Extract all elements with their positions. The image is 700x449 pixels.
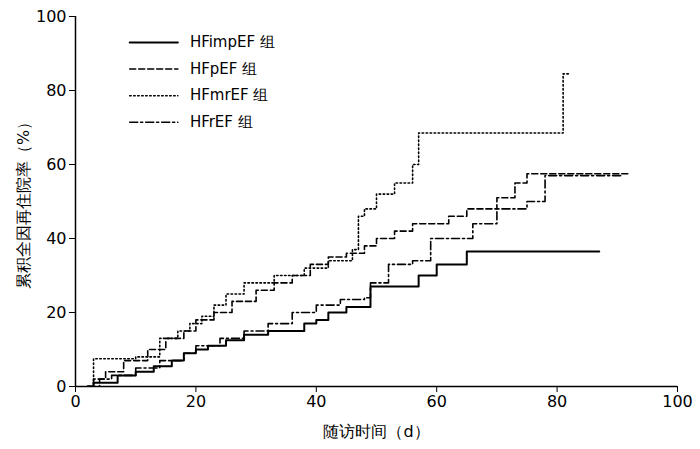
svg-text:HFpEF 组: HFpEF 组 — [190, 60, 257, 78]
svg-text:80: 80 — [46, 81, 66, 100]
svg-text:100: 100 — [662, 392, 693, 411]
svg-text:HFimpEF 组: HFimpEF 组 — [190, 33, 275, 51]
svg-text:40: 40 — [46, 229, 66, 248]
svg-text:60: 60 — [427, 392, 447, 411]
svg-text:20: 20 — [46, 303, 66, 322]
svg-text:0: 0 — [70, 392, 80, 411]
svg-text:60: 60 — [46, 155, 66, 174]
svg-text:0: 0 — [56, 377, 66, 396]
svg-text:随访时间（d）: 随访时间（d） — [323, 422, 429, 441]
svg-text:HFrEF 组: HFrEF 组 — [190, 113, 253, 131]
svg-text:80: 80 — [547, 392, 567, 411]
svg-text:20: 20 — [186, 392, 206, 411]
svg-text:累积全因再住院率（%）: 累积全因再住院率（%） — [14, 114, 33, 289]
svg-text:HFmrEF 组: HFmrEF 组 — [190, 86, 269, 104]
svg-text:40: 40 — [306, 392, 326, 411]
svg-text:100: 100 — [36, 7, 67, 26]
